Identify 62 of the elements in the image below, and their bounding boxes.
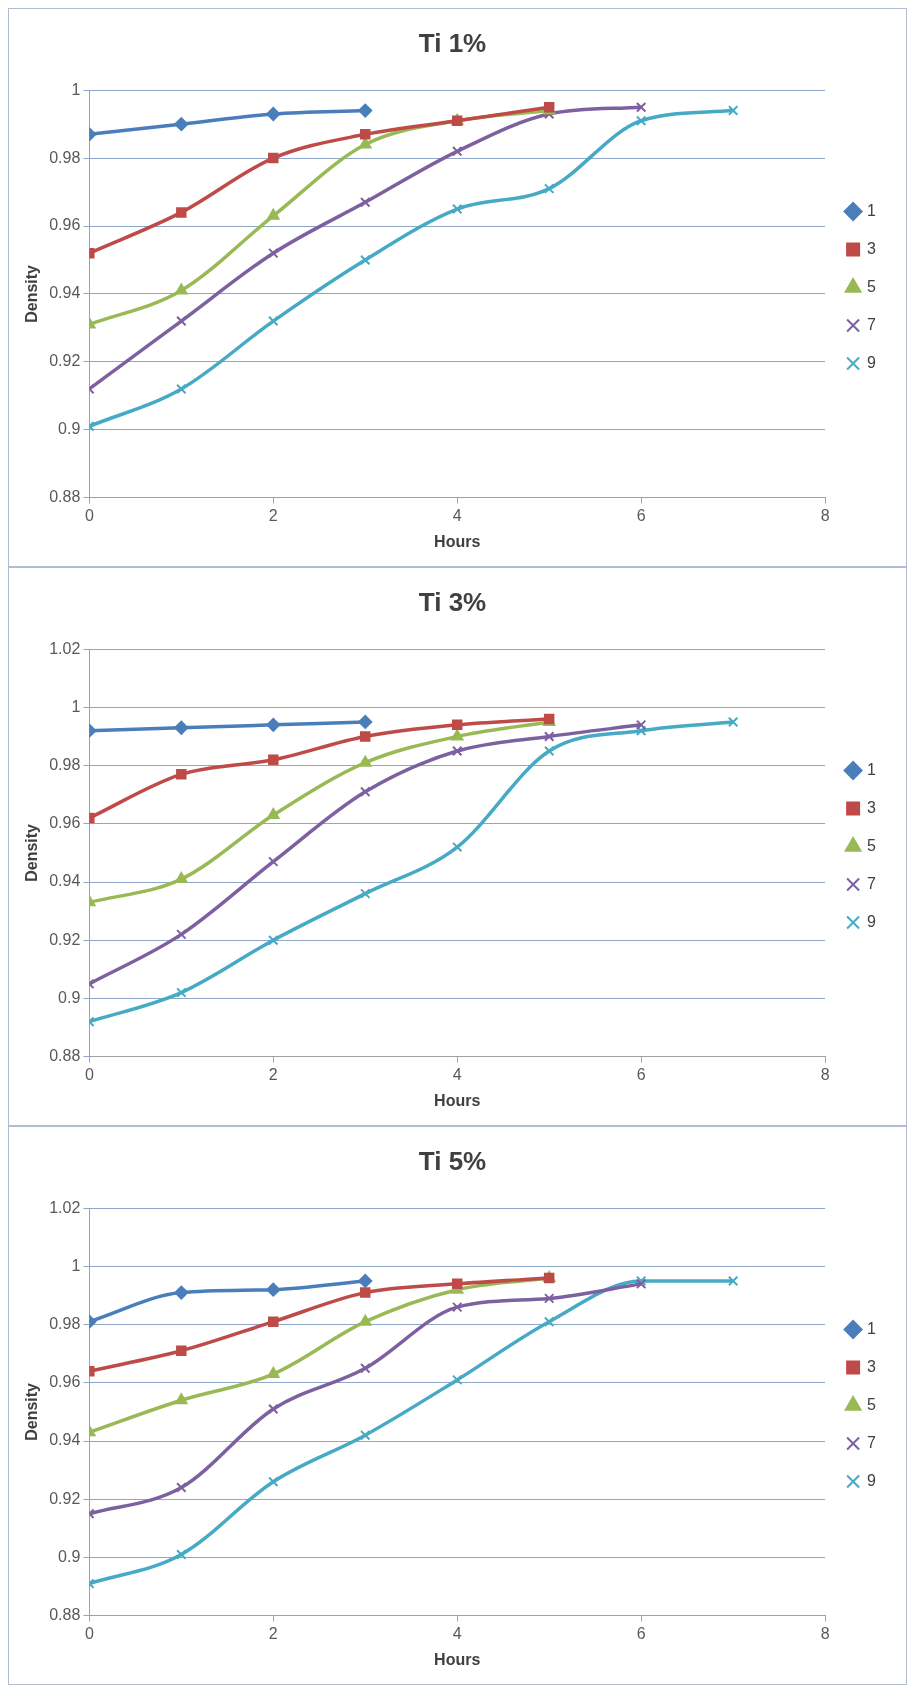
x-tick-label: 4	[452, 1065, 462, 1083]
legend-label: 7	[867, 1433, 877, 1451]
x-tick-label: 6	[636, 1624, 646, 1642]
y-tick-label: 0.96	[49, 1373, 81, 1391]
y-tick-label: 0.9	[58, 988, 81, 1006]
legend-label: 7	[867, 315, 877, 333]
x-tick-label: 6	[636, 506, 646, 524]
legend-label: 5	[867, 836, 877, 854]
legend-label: 5	[867, 277, 877, 295]
y-tick-label: 0.92	[49, 1489, 81, 1507]
y-tick-label: 0.94	[49, 872, 81, 890]
x-tick-label: 8	[820, 1624, 830, 1642]
legend-label: 9	[867, 1471, 877, 1489]
legend-label: 1	[867, 760, 877, 778]
y-tick-label: 0.96	[49, 216, 81, 234]
y-tick-label: 0.88	[49, 488, 81, 506]
chart-title: Ti 1%	[418, 27, 487, 58]
legend-label: 3	[867, 1357, 877, 1375]
y-axis-title: Density	[23, 264, 41, 323]
y-tick-label: 0.98	[49, 148, 81, 166]
y-tick-label: 0.94	[49, 1431, 81, 1449]
y-tick-label: 0.94	[49, 284, 81, 302]
y-axis-title: Density	[23, 823, 41, 882]
legend-label: 7	[867, 874, 877, 892]
legend-label: 9	[867, 353, 877, 371]
x-axis-title: Hours	[434, 532, 481, 550]
y-tick-label: 0.88	[49, 1606, 81, 1624]
y-tick-label: 0.98	[49, 756, 81, 774]
x-axis-title: Hours	[434, 1650, 481, 1668]
x-axis-title: Hours	[434, 1091, 481, 1109]
y-tick-label: 0.98	[49, 1315, 81, 1333]
y-tick-label: 0.92	[49, 930, 81, 948]
x-tick-label: 0	[84, 1065, 94, 1083]
x-tick-label: 6	[636, 1065, 646, 1083]
y-tick-label: 1	[71, 1256, 81, 1274]
y-axis-title: Density	[23, 1382, 41, 1441]
y-tick-label: 1.02	[49, 639, 81, 657]
legend-label: 1	[867, 1319, 877, 1337]
x-tick-label: 2	[268, 1065, 278, 1083]
x-tick-label: 8	[820, 506, 830, 524]
x-tick-label: 8	[820, 1065, 830, 1083]
x-tick-label: 4	[452, 1624, 462, 1642]
y-tick-label: 1.02	[49, 1198, 81, 1216]
x-tick-label: 0	[84, 1624, 94, 1642]
chart-title: Ti 3%	[418, 586, 487, 617]
chart-title: Ti 5%	[418, 1145, 487, 1176]
x-tick-label: 2	[268, 506, 278, 524]
y-tick-label: 1	[71, 80, 81, 98]
y-tick-label: 0.9	[58, 1547, 81, 1565]
x-tick-label: 2	[268, 1624, 278, 1642]
y-tick-label: 1	[71, 697, 81, 715]
y-tick-label: 0.92	[49, 352, 81, 370]
y-tick-label: 0.88	[49, 1047, 81, 1065]
legend-label: 1	[867, 201, 877, 219]
legend-label: 3	[867, 798, 877, 816]
legend-label: 5	[867, 1395, 877, 1413]
legend-label: 3	[867, 239, 877, 257]
x-tick-label: 0	[84, 506, 94, 524]
y-tick-label: 0.96	[49, 814, 81, 832]
legend-label: 9	[867, 912, 877, 930]
y-tick-label: 0.9	[58, 420, 81, 438]
x-tick-label: 4	[452, 506, 462, 524]
